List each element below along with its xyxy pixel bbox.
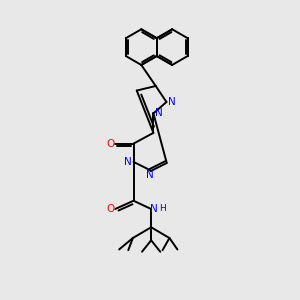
Text: N: N xyxy=(146,170,154,180)
Text: N: N xyxy=(155,108,163,118)
Text: O: O xyxy=(106,204,114,214)
Text: H: H xyxy=(159,204,166,213)
Text: N: N xyxy=(150,203,157,214)
Text: N: N xyxy=(168,97,176,107)
Text: N: N xyxy=(124,157,132,167)
Text: O: O xyxy=(106,139,114,148)
